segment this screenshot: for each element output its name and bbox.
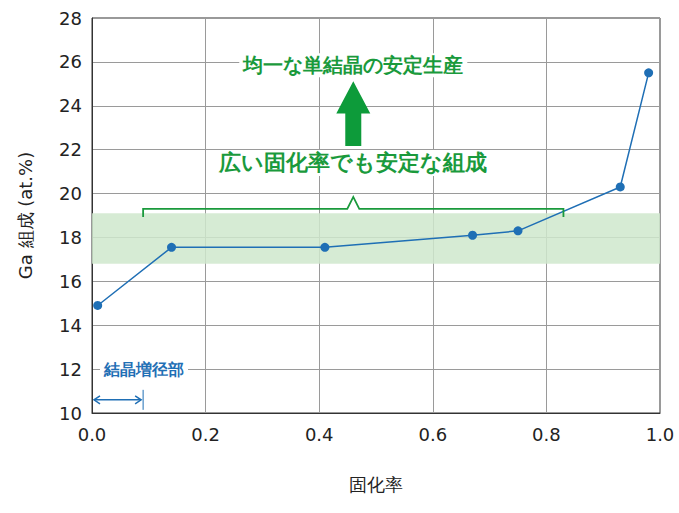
svg-text:14: 14	[59, 315, 82, 336]
svg-text:0.8: 0.8	[532, 424, 561, 445]
svg-text:固化率: 固化率	[349, 474, 403, 495]
svg-text:28: 28	[59, 8, 82, 29]
svg-text:0.0: 0.0	[78, 424, 107, 445]
svg-text:26: 26	[59, 51, 82, 72]
svg-text:16: 16	[59, 271, 82, 292]
svg-text:Ga 組成 (at.%): Ga 組成 (at.%)	[15, 152, 36, 279]
svg-text:22: 22	[59, 139, 82, 160]
svg-text:12: 12	[59, 359, 82, 380]
svg-text:10: 10	[59, 403, 82, 424]
svg-text:0.4: 0.4	[305, 424, 334, 445]
svg-text:20: 20	[59, 183, 82, 204]
svg-text:結晶増径部: 結晶増径部	[103, 360, 184, 379]
svg-text:広い固化率でも安定な組成: 広い固化率でも安定な組成	[218, 150, 487, 175]
svg-text:18: 18	[59, 227, 82, 248]
svg-text:1.0: 1.0	[646, 424, 675, 445]
svg-text:0.6: 0.6	[418, 424, 447, 445]
svg-text:24: 24	[59, 95, 82, 116]
svg-text:0.2: 0.2	[191, 424, 220, 445]
svg-text:均一な単結晶の安定生産: 均一な単結晶の安定生産	[242, 53, 463, 77]
